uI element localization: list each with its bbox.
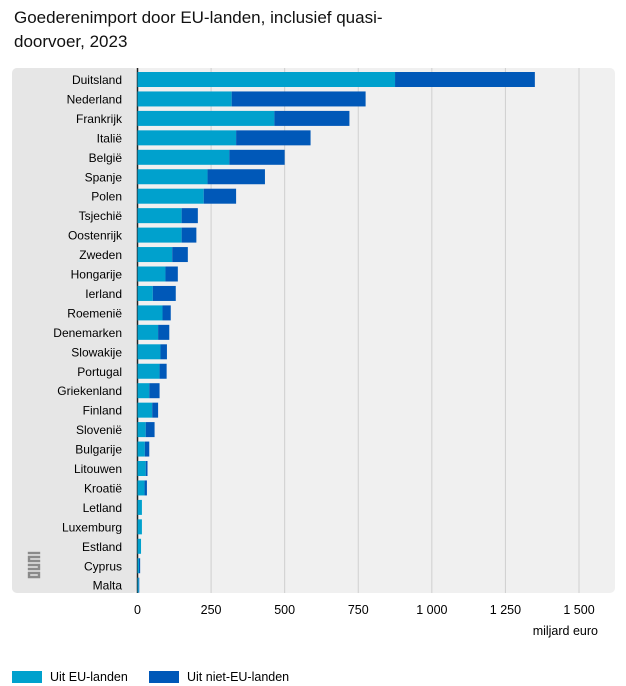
category-label: Bulgarije [75, 443, 122, 457]
category-label: Spanje [85, 170, 123, 184]
bar-eu [137, 72, 396, 87]
bar-eu [137, 344, 161, 360]
bar-eu [137, 110, 275, 126]
x-tick-label: 500 [274, 603, 295, 617]
category-label: Tsjechië [79, 209, 123, 223]
bar-non-eu [181, 227, 197, 243]
bar-chart: Duitsland Nederland Frankrijk Italië België S… [12, 68, 615, 638]
bar-non-eu [395, 72, 535, 87]
category-label: Malta [93, 579, 123, 593]
category-label: Luxemburg [62, 520, 122, 534]
bar-non-eu [172, 247, 188, 263]
bar-eu [137, 130, 237, 146]
bar-non-eu [138, 558, 141, 574]
x-tick-label: 750 [348, 603, 369, 617]
category-label: Roemenië [67, 306, 122, 320]
bar-non-eu [152, 402, 159, 418]
cbs-logo-icon [27, 551, 41, 579]
x-tick-label: 0 [134, 603, 141, 617]
category-labels: Duitsland Nederland Frankrijk Italië België S… [53, 73, 123, 593]
bar-non-eu [152, 285, 176, 301]
category-label: Kroatië [84, 481, 122, 495]
category-label: Polen [91, 190, 122, 204]
bar-non-eu [162, 305, 171, 321]
bar-non-eu [160, 344, 167, 360]
category-label: Slovenië [76, 423, 122, 437]
category-label: Portugal [77, 365, 122, 379]
bar-eu [137, 577, 139, 593]
x-tick-labels: 0 250 500 750 1 000 1 250 1 500 [134, 603, 595, 617]
legend-swatch-eu [12, 671, 42, 683]
bar-eu [137, 149, 230, 165]
bar-non-eu [144, 441, 150, 457]
category-label: Italië [97, 131, 123, 145]
x-tick-label: 1 000 [416, 603, 447, 617]
x-tick-label: 1 250 [490, 603, 521, 617]
bar-non-eu [149, 383, 160, 399]
bar-eu [137, 402, 153, 418]
category-label: België [89, 151, 123, 165]
bar-eu [137, 227, 182, 243]
bar-eu [137, 324, 159, 340]
bar-eu [137, 441, 145, 457]
category-label: Ierland [85, 287, 122, 301]
bar-non-eu [274, 110, 350, 126]
bar-eu [137, 247, 173, 263]
category-label: Nederland [67, 92, 122, 106]
x-axis-label: miljard euro [533, 624, 598, 638]
bar-non-eu [145, 422, 155, 438]
bar-non-eu [138, 577, 140, 593]
category-label: Frankrijk [76, 112, 123, 126]
bar-non-eu [181, 208, 198, 224]
bar-eu [137, 169, 208, 185]
category-label: Cyprus [84, 559, 122, 573]
bar-non-eu [159, 363, 167, 379]
bar-non-eu [236, 130, 311, 146]
bar-eu [137, 461, 146, 476]
category-label: Duitsland [72, 73, 122, 87]
bar-eu [137, 208, 182, 224]
bar-non-eu [229, 149, 285, 165]
bar-eu [137, 266, 166, 282]
bar-eu [137, 188, 204, 204]
x-tick-label: 250 [201, 603, 222, 617]
chart-title: Goederenimport door EU-landen, inclusief… [14, 8, 383, 51]
legend-label-non-eu: Uit niet-EU-landen [187, 670, 290, 684]
category-label: Slowakije [71, 345, 122, 359]
bar-eu [137, 519, 142, 535]
legend-label-eu: Uit EU-landen [50, 670, 128, 684]
bar-non-eu [203, 188, 237, 204]
legend-item-non-eu: Uit niet-EU-landen [149, 668, 289, 686]
bar-eu [137, 305, 163, 321]
category-label: Finland [83, 404, 122, 418]
legend-swatch-non-eu [149, 671, 179, 683]
category-label: Oostenrijk [68, 229, 123, 243]
category-label: Zweden [79, 248, 122, 262]
bar-non-eu [158, 324, 170, 340]
bar-non-eu [145, 461, 148, 476]
bar-eu [137, 538, 142, 554]
bar-eu [137, 363, 160, 379]
bar-non-eu [144, 480, 147, 496]
bar-eu [137, 480, 145, 496]
category-label: Hongarije [71, 268, 123, 282]
category-label: Litouwen [74, 462, 122, 476]
bar-eu [137, 422, 146, 438]
x-tick-label: 1 500 [563, 603, 594, 617]
category-label-panel [12, 68, 137, 593]
bars [137, 72, 535, 593]
bar-non-eu [231, 91, 366, 107]
bar-eu [137, 383, 150, 399]
category-label: Denemarken [53, 326, 122, 340]
bar-non-eu [207, 169, 265, 185]
bar-eu [137, 558, 139, 574]
category-label: Letland [83, 501, 122, 515]
bar-eu [137, 285, 153, 301]
legend-item-eu: Uit EU-landen [12, 668, 128, 686]
bar-non-eu [165, 266, 178, 282]
bar-eu [137, 499, 142, 515]
category-label: Griekenland [57, 384, 122, 398]
category-label: Estland [82, 540, 122, 554]
bar-eu [137, 91, 232, 107]
